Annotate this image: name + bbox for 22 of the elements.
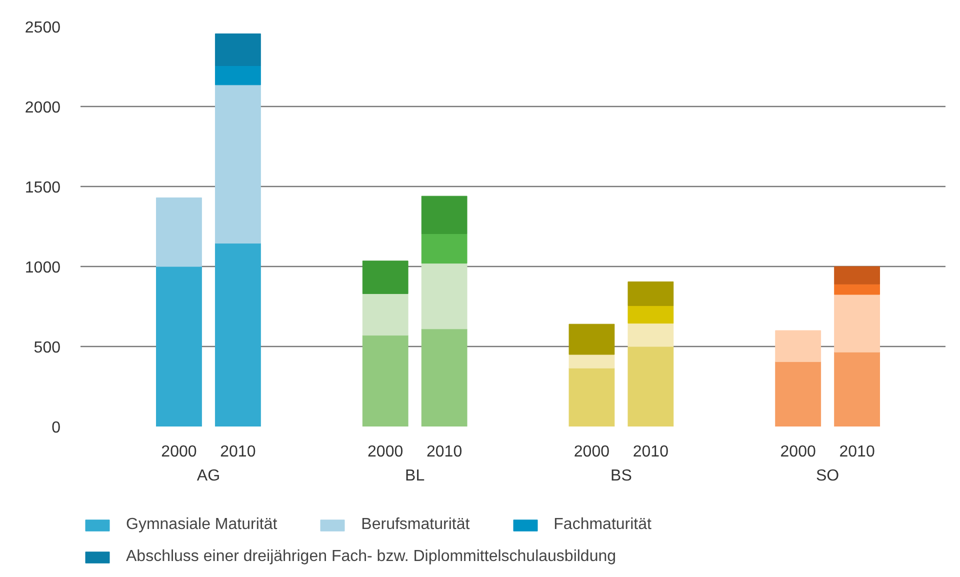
- x-tick-label: 2000: [368, 444, 404, 460]
- y-tick-label: 1500: [24, 180, 61, 196]
- legend-label: Fachmaturität: [554, 516, 652, 534]
- y-tick-label: 1000: [24, 260, 61, 276]
- y-tick-label: 2500: [24, 20, 61, 36]
- x-tick-label: 2010: [839, 444, 875, 460]
- x-tick-label: 2000: [161, 444, 197, 460]
- text: SO: [816, 468, 840, 484]
- x-tick-label: 2010: [426, 444, 462, 460]
- x-tick-label: 2010: [220, 444, 256, 460]
- text: BL: [405, 468, 425, 484]
- y-tick-label: 500: [34, 340, 61, 356]
- y-tick-label: 0: [52, 420, 61, 436]
- text: BS: [610, 468, 632, 484]
- y-tick-label: 2000: [24, 100, 61, 116]
- legend-label: Berufsmaturität: [361, 516, 470, 534]
- x-tick-label: 2010: [632, 444, 669, 460]
- legend-label: Abschluss einer dreijährigen Fach- bzw. Diplommittelschulausbildung: [126, 548, 616, 566]
- x-tick-label: 2000: [780, 444, 816, 460]
- text: AG: [196, 468, 220, 484]
- x-tick-label: 2000: [574, 444, 610, 460]
- legend-label: Gymnasiale Maturität: [126, 516, 278, 534]
